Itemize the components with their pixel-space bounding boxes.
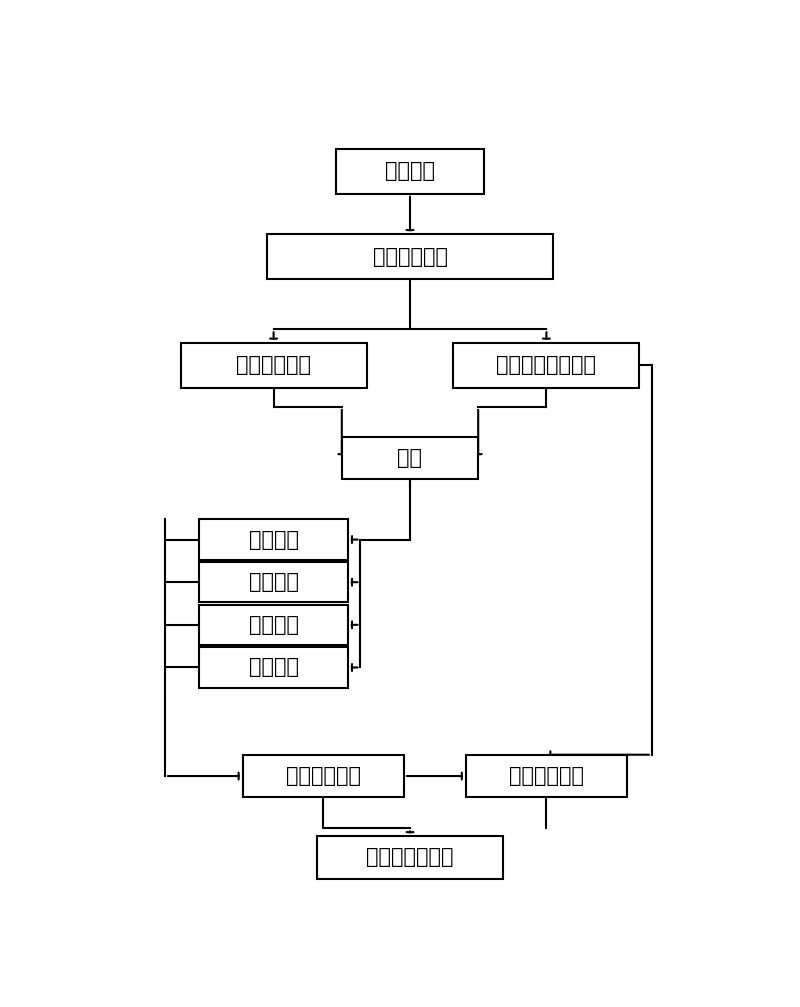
- FancyBboxPatch shape: [199, 520, 348, 560]
- FancyBboxPatch shape: [199, 604, 348, 645]
- Text: 预览打印报告: 预览打印报告: [509, 766, 584, 786]
- Text: 检测: 检测: [398, 448, 422, 468]
- Text: 进入分析程序: 进入分析程序: [373, 247, 447, 267]
- FancyBboxPatch shape: [454, 342, 639, 388]
- Text: 开启已有病员档案: 开启已有病员档案: [496, 355, 596, 375]
- FancyBboxPatch shape: [342, 437, 478, 479]
- Text: 血压检测: 血压检测: [249, 530, 298, 550]
- FancyBboxPatch shape: [199, 648, 348, 688]
- Text: 退出分析仪程序: 退出分析仪程序: [366, 848, 454, 867]
- Text: 管径检测: 管径检测: [249, 615, 298, 634]
- FancyBboxPatch shape: [199, 562, 348, 602]
- FancyBboxPatch shape: [336, 149, 485, 193]
- Text: 计算分析存盘: 计算分析存盘: [286, 766, 361, 786]
- FancyBboxPatch shape: [181, 342, 366, 388]
- Text: 新建病员信息: 新建病员信息: [236, 355, 311, 375]
- Text: 流速检测: 流速检测: [249, 658, 298, 678]
- FancyBboxPatch shape: [242, 754, 404, 798]
- FancyBboxPatch shape: [466, 754, 627, 798]
- FancyBboxPatch shape: [317, 836, 503, 879]
- FancyBboxPatch shape: [267, 234, 553, 279]
- Text: 压力检测: 压力检测: [249, 572, 298, 592]
- Text: 打开电源: 打开电源: [385, 161, 435, 181]
